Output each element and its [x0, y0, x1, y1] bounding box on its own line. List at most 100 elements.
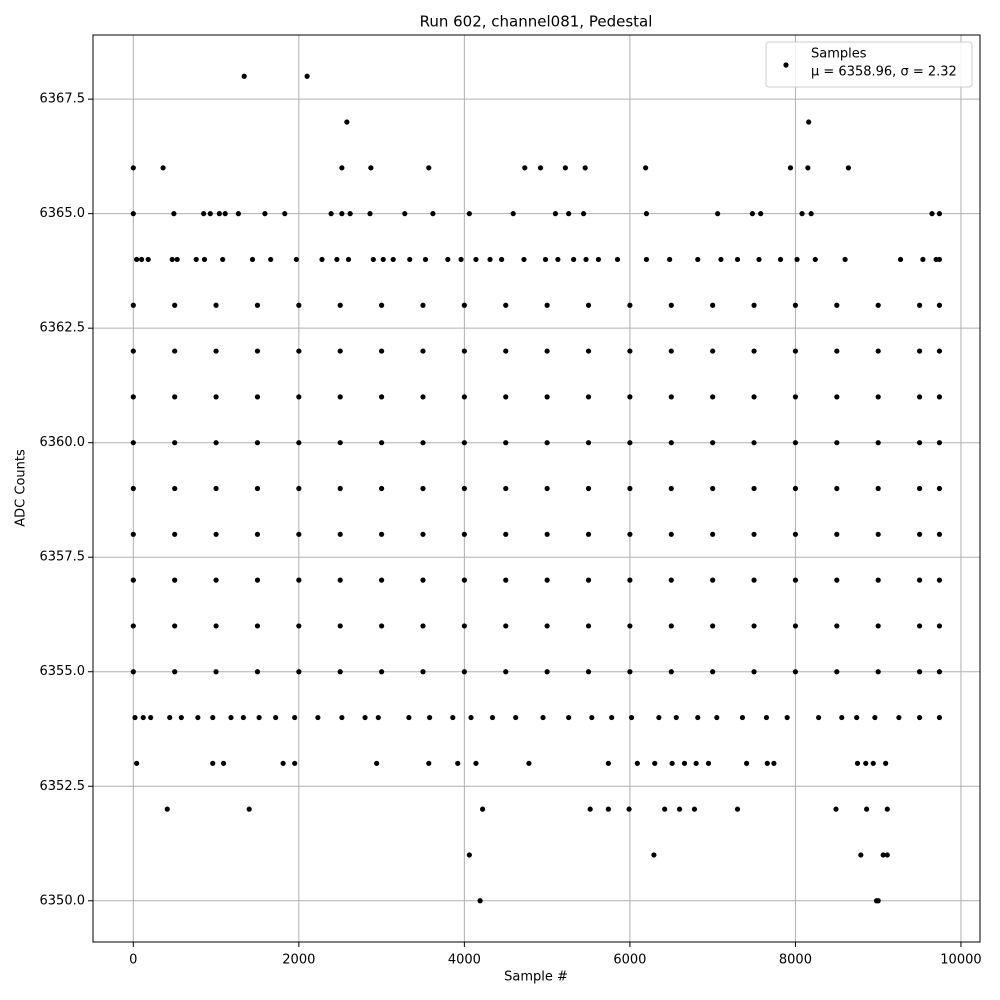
- point: [668, 577, 674, 583]
- point: [130, 394, 136, 400]
- point: [705, 760, 712, 766]
- point: [510, 211, 516, 217]
- point: [544, 669, 550, 675]
- point: [916, 485, 923, 492]
- point: [794, 256, 800, 263]
- point: [379, 623, 385, 629]
- point: [130, 440, 136, 446]
- point: [792, 623, 799, 629]
- point: [228, 714, 234, 721]
- point: [734, 256, 741, 263]
- point: [334, 256, 340, 263]
- point: [130, 485, 136, 492]
- point: [667, 256, 673, 263]
- point: [936, 623, 943, 629]
- point: [207, 211, 213, 217]
- point: [246, 806, 252, 812]
- point: [296, 348, 302, 354]
- y-tick-label: 6360.0: [40, 435, 86, 450]
- point: [936, 302, 943, 308]
- point: [668, 394, 674, 400]
- point: [249, 256, 256, 263]
- point: [254, 485, 261, 492]
- point: [626, 806, 632, 812]
- point: [544, 302, 550, 308]
- point: [652, 760, 658, 766]
- point: [668, 669, 674, 675]
- point: [130, 165, 136, 171]
- point: [585, 302, 592, 308]
- point: [513, 714, 519, 721]
- point: [627, 348, 633, 354]
- point: [268, 256, 274, 263]
- y-tick-label: 6350.0: [40, 893, 86, 908]
- point: [673, 714, 679, 721]
- point: [714, 714, 720, 721]
- point: [296, 394, 302, 400]
- legend-label: Samples: [811, 47, 867, 62]
- x-tick-label: 4000: [448, 953, 481, 968]
- point: [875, 485, 881, 492]
- point: [605, 760, 611, 766]
- point: [164, 806, 170, 812]
- point: [241, 73, 247, 79]
- point: [503, 440, 509, 446]
- point: [777, 256, 784, 263]
- point: [552, 211, 559, 217]
- point: [936, 440, 943, 446]
- point: [884, 852, 890, 858]
- point: [834, 394, 840, 400]
- point: [379, 577, 385, 583]
- point: [834, 577, 840, 583]
- point: [407, 256, 413, 263]
- point: [875, 302, 881, 308]
- y-axis-label: ADC Counts: [14, 449, 29, 527]
- point: [132, 714, 138, 721]
- point: [812, 256, 818, 263]
- legend-marker: [783, 62, 789, 68]
- point: [172, 440, 178, 446]
- point: [758, 211, 764, 217]
- point: [880, 852, 886, 858]
- point: [130, 531, 136, 537]
- point: [213, 531, 219, 537]
- point: [328, 211, 334, 217]
- point: [916, 302, 923, 308]
- point: [130, 623, 136, 629]
- point: [585, 669, 592, 675]
- point: [751, 531, 757, 537]
- point: [627, 394, 633, 400]
- point: [764, 760, 770, 766]
- point: [130, 669, 136, 675]
- point: [193, 256, 199, 263]
- point: [140, 714, 146, 721]
- point: [526, 760, 532, 766]
- point: [936, 394, 943, 400]
- point: [461, 348, 467, 354]
- point: [220, 256, 226, 263]
- point: [420, 302, 426, 308]
- point: [337, 577, 343, 583]
- point: [792, 669, 799, 675]
- x-axis-label: Sample #: [504, 970, 568, 985]
- point: [710, 394, 716, 400]
- point: [337, 394, 343, 400]
- point: [296, 485, 302, 492]
- point: [370, 256, 376, 263]
- point: [130, 577, 136, 583]
- point: [522, 165, 528, 171]
- y-tick-label: 6362.5: [40, 321, 86, 336]
- point: [751, 669, 757, 675]
- point: [210, 714, 216, 721]
- point: [614, 256, 621, 263]
- point: [634, 760, 640, 766]
- point: [213, 623, 219, 629]
- point: [430, 211, 436, 217]
- point: [583, 256, 589, 263]
- point: [916, 577, 923, 583]
- point: [668, 623, 674, 629]
- point: [668, 440, 674, 446]
- point: [929, 211, 935, 217]
- point: [402, 211, 408, 217]
- point: [627, 577, 633, 583]
